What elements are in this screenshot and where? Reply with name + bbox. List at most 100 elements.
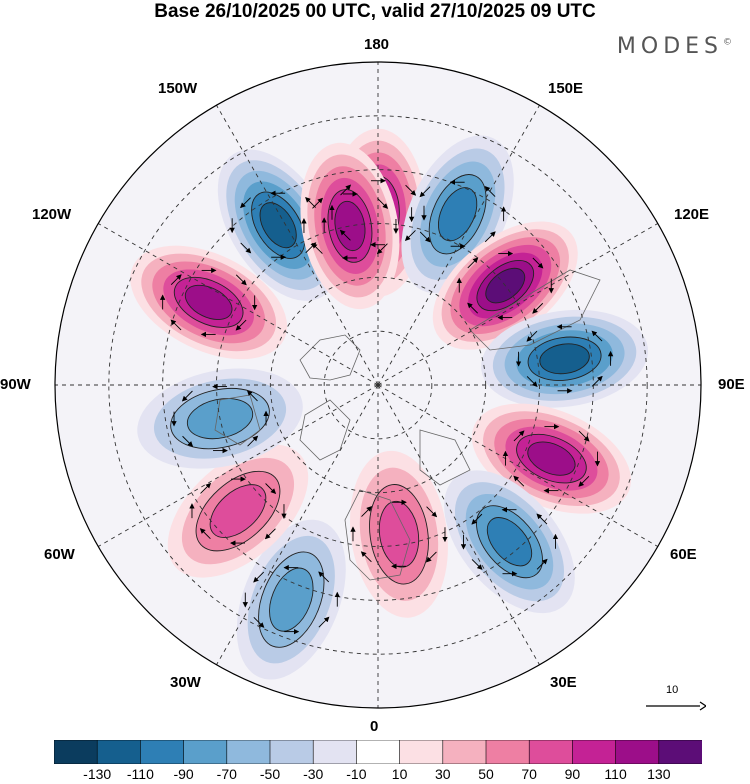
colorbar-tick-label: -90: [173, 766, 194, 782]
colorbar-swatch: [356, 740, 401, 764]
lon-label-150w: 150W: [158, 80, 198, 97]
meridian-line: [216, 105, 379, 386]
anomaly-field: [130, 128, 649, 680]
wind-arrow: [181, 390, 193, 402]
colorbar-swatch: [54, 740, 99, 764]
colorbar-tick-label: -110: [126, 766, 154, 782]
brand-mark: ©: [723, 37, 732, 48]
wind-arrow: [404, 230, 416, 241]
wind-arrow: [532, 257, 544, 269]
meridian-line: [98, 384, 379, 547]
colorbar-tick-label: 30: [435, 766, 451, 782]
colorbar-swatch: [572, 740, 617, 764]
meridian-line: [377, 223, 658, 386]
wind-arrow: [253, 616, 265, 628]
wind-arrow: [526, 330, 538, 342]
wind-arrow: [247, 435, 259, 447]
brand-name: MODES: [616, 34, 723, 59]
wind-arrow: [235, 274, 247, 286]
wind-arrow: [425, 551, 437, 563]
wind-arrow: [426, 506, 438, 518]
colorbar-tick-label: 130: [647, 766, 671, 782]
colorbar-tick-label: -30: [303, 766, 324, 782]
wind-arrow: [484, 186, 496, 197]
wind-arrow: [182, 435, 194, 447]
wind-arrow: [240, 197, 251, 209]
meridian-line: [377, 384, 658, 547]
wind-arrow: [536, 558, 548, 570]
colorbar-swatch: [442, 740, 487, 764]
wind-arrow: [513, 475, 525, 487]
colorbar-tick-label: 10: [391, 766, 408, 782]
colorbar-ticks: -130 -110 -90 -70 -50 -30 -10 10 30 50 70 90 110 130: [0, 766, 750, 784]
wind-arrow: [471, 559, 483, 570]
anomaly-lobe: [471, 403, 632, 514]
wind-arrow: [377, 198, 389, 209]
wind-arrow: [578, 475, 590, 487]
wind-arrow: [578, 430, 590, 442]
lon-label-60e: 60E: [670, 546, 697, 563]
colorbar-tick-label: 50: [478, 766, 494, 782]
lon-label-150e: 150E: [548, 80, 584, 97]
wind-arrow: [318, 616, 330, 628]
colorbar-swatch: [399, 740, 444, 764]
wind-arrow: [532, 302, 544, 314]
vector-scale-arrow: [646, 701, 706, 711]
lon-label-90w: 90W: [0, 376, 31, 393]
lon-label-30e: 30E: [550, 674, 577, 691]
coastlines: [214, 269, 601, 581]
wind-arrow: [240, 242, 252, 254]
wind-arrow: [467, 302, 479, 314]
colorbar-swatch: [528, 740, 574, 764]
wind-arrow: [513, 430, 525, 442]
wind-arrow: [591, 330, 603, 342]
latitude-circle: [323, 330, 433, 440]
anomaly-lobe: [130, 245, 288, 360]
meridian-line: [377, 384, 540, 665]
colorbar-swatch: [615, 740, 660, 764]
lon-label-180: 180: [364, 36, 390, 53]
colorbar: [54, 740, 702, 764]
meridian-line: [98, 223, 379, 386]
wind-arrow: [253, 571, 265, 583]
wind-arrow: [526, 376, 538, 387]
wind-arrow: [235, 319, 247, 331]
colorbar-swatch: [658, 740, 702, 764]
colorbar-swatch: [140, 740, 185, 764]
wind-arrow: [170, 274, 182, 286]
modes-logo: MODES©: [617, 34, 732, 59]
lon-label-90e: 90E: [718, 376, 745, 393]
colorbar-tick-label: 90: [564, 766, 581, 782]
wind-arrow: [419, 231, 431, 243]
wind-arrow: [484, 231, 496, 243]
wind-arrow: [200, 482, 212, 494]
colorbar-tick-label: -10: [346, 766, 367, 782]
colorbar-swatch: [183, 740, 228, 764]
wind-arrow: [340, 184, 352, 196]
map-title: Base 26/10/2025 00 UTC, valid 27/10/2025…: [154, 1, 596, 22]
wind-arrow: [264, 528, 276, 540]
wind-arrow: [360, 551, 372, 563]
latitude-circle: [108, 115, 648, 655]
graticule: [55, 62, 701, 708]
wind-arrow: [311, 242, 323, 254]
lon-label-120w: 120W: [32, 206, 72, 223]
wind-arrow: [467, 257, 479, 269]
wind-arrow: [405, 184, 417, 196]
wind-arrow: [265, 483, 277, 495]
anomaly-lobe: [401, 135, 514, 294]
colorbar-tick-label: 70: [521, 766, 537, 782]
wind-arrow: [339, 229, 351, 241]
lon-label-0: 0: [370, 718, 379, 735]
wind-arrow: [246, 390, 258, 402]
meridian-line: [377, 105, 540, 386]
wind-arrow: [591, 375, 603, 387]
wind-vectors: [159, 178, 614, 635]
colorbar-swatch: [96, 740, 142, 764]
vector-scale-value: 10: [666, 684, 679, 696]
anomaly-lobe: [300, 142, 400, 310]
wind-arrow: [376, 243, 388, 255]
wind-arrow: [536, 513, 548, 525]
wind-arrow: [419, 186, 431, 198]
